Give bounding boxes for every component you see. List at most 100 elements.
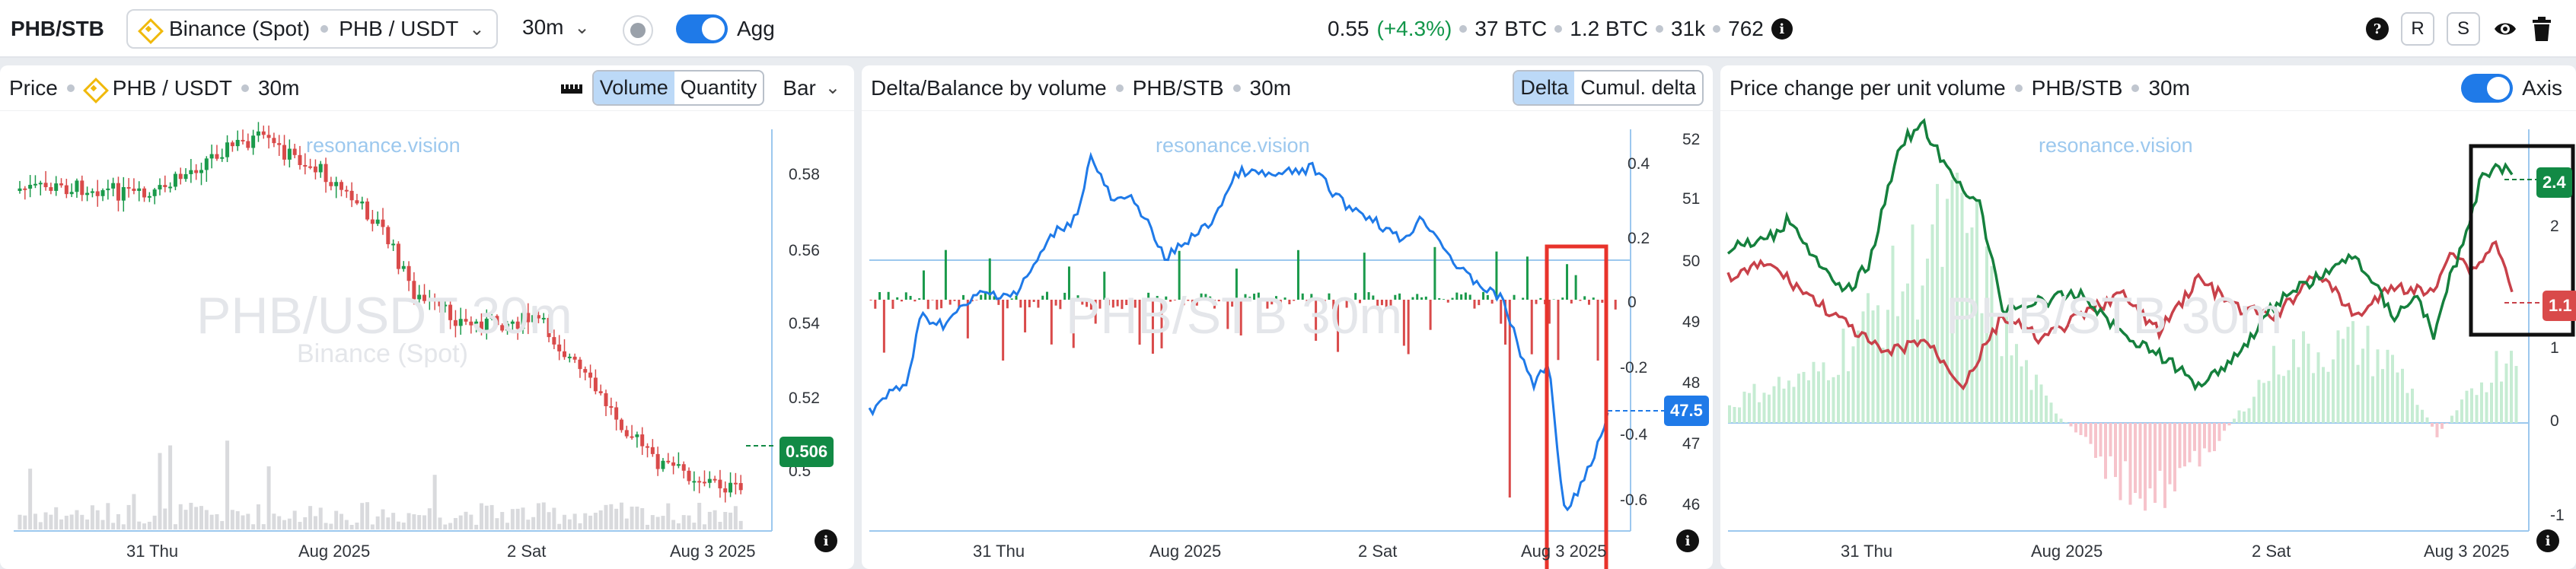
volume-bar [23, 515, 27, 529]
s-button[interactable]: S [2447, 12, 2480, 46]
agg-toggle[interactable] [676, 14, 728, 43]
candle-body [401, 265, 406, 269]
hist-bar-positive [2322, 367, 2325, 423]
delta-bar-buy [1398, 293, 1401, 300]
separator-dot [241, 84, 249, 92]
volume-bar [375, 516, 380, 529]
delta-bar-sell [1094, 300, 1097, 324]
info-icon[interactable]: i [2536, 529, 2559, 552]
info-icon[interactable]: i [1771, 18, 1793, 40]
site-watermark: resonance.vision [306, 134, 461, 157]
delta-bar-sell [1125, 300, 1128, 306]
candle-body [106, 188, 110, 191]
chart-type[interactable]: Bar [783, 75, 816, 100]
delta-bar-sell [1138, 300, 1141, 345]
delta-bar-buy [1482, 291, 1485, 300]
hist-bar-positive [1965, 233, 1969, 423]
trash-icon[interactable] [2530, 16, 2553, 42]
help-icon[interactable]: ? [2366, 17, 2389, 40]
candle-body [126, 186, 131, 189]
volume-bar [401, 522, 406, 529]
delta-bar-sell [958, 300, 961, 308]
candle-body [292, 148, 297, 155]
hist-bar-negative [2074, 423, 2077, 433]
hist-bar-positive [2005, 316, 2008, 423]
delta-bar-buy [1310, 294, 1313, 300]
price-chart[interactable] [0, 65, 854, 569]
volume-bar [308, 506, 313, 529]
eye-icon[interactable] [2492, 16, 2518, 42]
chevron-down-icon: ⌄ [574, 17, 590, 38]
delta-bar-buy [1416, 294, 1419, 300]
volume-bar [386, 517, 391, 529]
hist-bar-positive [2425, 417, 2429, 423]
candle-body [18, 188, 22, 191]
hist-bar-positive [1827, 380, 1830, 423]
volume-bar [521, 507, 525, 529]
hist-bar-positive [1906, 283, 1909, 423]
record-button[interactable] [623, 15, 653, 46]
hist-bar-positive [1748, 393, 1751, 423]
seg-volume[interactable]: Volume [593, 72, 674, 104]
volume-bar [655, 517, 660, 529]
volume-quantity-toggle: Volume Quantity [591, 70, 765, 106]
axis-toggle[interactable] [2461, 73, 2514, 103]
delta-bar-buy [887, 291, 890, 300]
delta-bar-sell [1358, 300, 1361, 304]
interval-selector[interactable]: 30m ⌄ [522, 15, 590, 40]
volume-bar [282, 520, 287, 529]
volume-bar [215, 513, 219, 529]
hist-bar-positive [2381, 369, 2384, 423]
ppv-chart[interactable] [1720, 65, 2576, 569]
volume-bar [43, 512, 48, 529]
volume-bar [697, 502, 702, 529]
ruler-icon[interactable] [560, 81, 583, 96]
hist-bar-positive [1975, 200, 1978, 423]
left-tick: 0 [1628, 294, 1637, 311]
candle-body [272, 138, 276, 144]
exchange-selector[interactable]: Binance (Spot) PHB / USDT ⌄ [126, 9, 498, 49]
candle-body [515, 321, 520, 329]
volume-bar [515, 508, 520, 529]
candle-body [630, 436, 634, 438]
volume-bar [85, 519, 90, 529]
last-price-tag: 0.506 [779, 437, 834, 467]
candle-body [132, 188, 136, 191]
hist-bar-positive [1802, 371, 1806, 423]
volume-bar [417, 515, 422, 529]
hist-bar-positive [1901, 291, 1905, 423]
chevron-down-icon[interactable]: ⌄ [824, 78, 840, 98]
candle-body [619, 419, 623, 431]
info-icon[interactable]: i [815, 529, 837, 552]
seg-delta[interactable]: Delta [1514, 72, 1575, 104]
candle-body [360, 201, 365, 204]
volume-bar [209, 514, 214, 529]
volume-bar [173, 524, 177, 529]
info-icon[interactable]: i [1676, 529, 1699, 552]
delta-bar-buy [1253, 294, 1256, 300]
volume-bar [28, 469, 33, 529]
seg-quantity[interactable]: Quantity [680, 76, 757, 99]
hist-bar-positive [1758, 402, 1761, 423]
volume-bar [624, 518, 629, 529]
chart-watermark: PHB/USDT 30m [196, 287, 572, 345]
volume-bar [225, 440, 230, 529]
seg-cumul-delta[interactable]: Cumul. delta [1580, 76, 1696, 99]
volume-bar [391, 513, 396, 529]
delta-chart[interactable] [862, 65, 1713, 569]
candle-body [536, 315, 540, 319]
delta-bar-sell [1557, 300, 1560, 361]
left-tick: -0.6 [1620, 491, 1648, 509]
candle-body [707, 478, 712, 483]
delta-bar-buy [1438, 298, 1441, 300]
delta-bar-sell [940, 300, 943, 309]
candle-body [137, 188, 142, 191]
candle-body [43, 183, 48, 188]
item-count: 762 [1728, 17, 1764, 40]
delta-bar-buy [878, 292, 882, 300]
r-button[interactable]: R [2401, 12, 2434, 46]
volume-bar [33, 513, 37, 529]
volume-bar [272, 513, 276, 529]
volume-bar [505, 523, 510, 529]
delta-bar-sell [1213, 300, 1216, 309]
